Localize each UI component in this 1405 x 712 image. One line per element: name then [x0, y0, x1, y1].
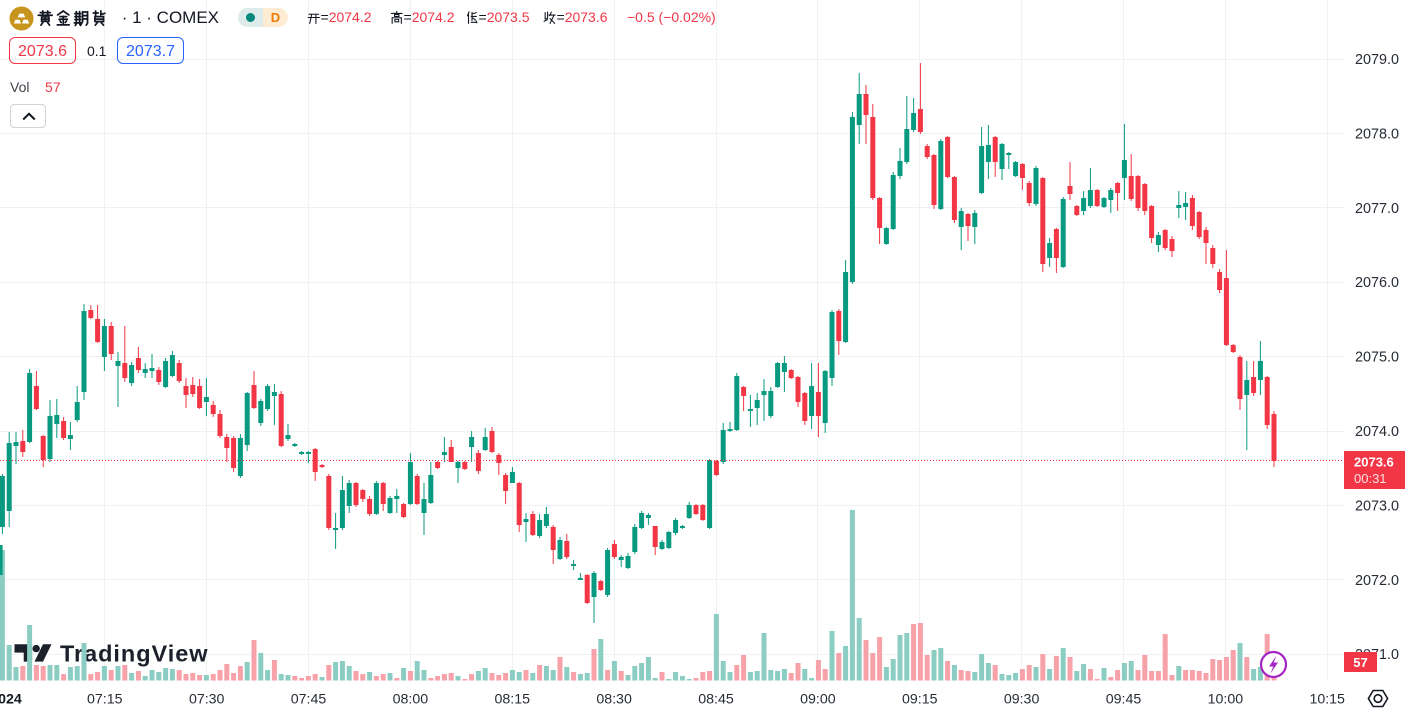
svg-text:2076.0: 2076.0 — [1355, 275, 1399, 291]
svg-text:2073.0: 2073.0 — [1355, 498, 1399, 514]
svg-text:2072.0: 2072.0 — [1355, 573, 1399, 589]
svg-text:2079.0: 2079.0 — [1355, 52, 1399, 68]
svg-text:00:31: 00:31 — [1354, 471, 1387, 486]
svg-text:09:00: 09:00 — [800, 692, 836, 708]
svg-text:07:45: 07:45 — [291, 692, 327, 708]
svg-text:2073.6: 2073.6 — [1354, 455, 1394, 470]
svg-text:08:00: 08:00 — [393, 692, 429, 708]
svg-text:08:45: 08:45 — [698, 692, 734, 708]
svg-text:09:45: 09:45 — [1106, 692, 1142, 708]
svg-text:2077.0: 2077.0 — [1355, 201, 1399, 217]
svg-text:08:15: 08:15 — [495, 692, 531, 708]
svg-text:57: 57 — [1353, 655, 1367, 670]
svg-text:09:30: 09:30 — [1004, 692, 1040, 708]
svg-text:2024: 2024 — [0, 692, 22, 708]
svg-text:07:15: 07:15 — [87, 692, 123, 708]
svg-text:2074.0: 2074.0 — [1355, 424, 1399, 440]
svg-text:2078.0: 2078.0 — [1355, 126, 1399, 142]
svg-text:08:30: 08:30 — [596, 692, 632, 708]
svg-text:2075.0: 2075.0 — [1355, 350, 1399, 366]
svg-text:09:15: 09:15 — [902, 692, 938, 708]
svg-text:07:30: 07:30 — [189, 692, 225, 708]
svg-text:10:00: 10:00 — [1208, 692, 1244, 708]
svg-text:10:15: 10:15 — [1309, 692, 1345, 708]
